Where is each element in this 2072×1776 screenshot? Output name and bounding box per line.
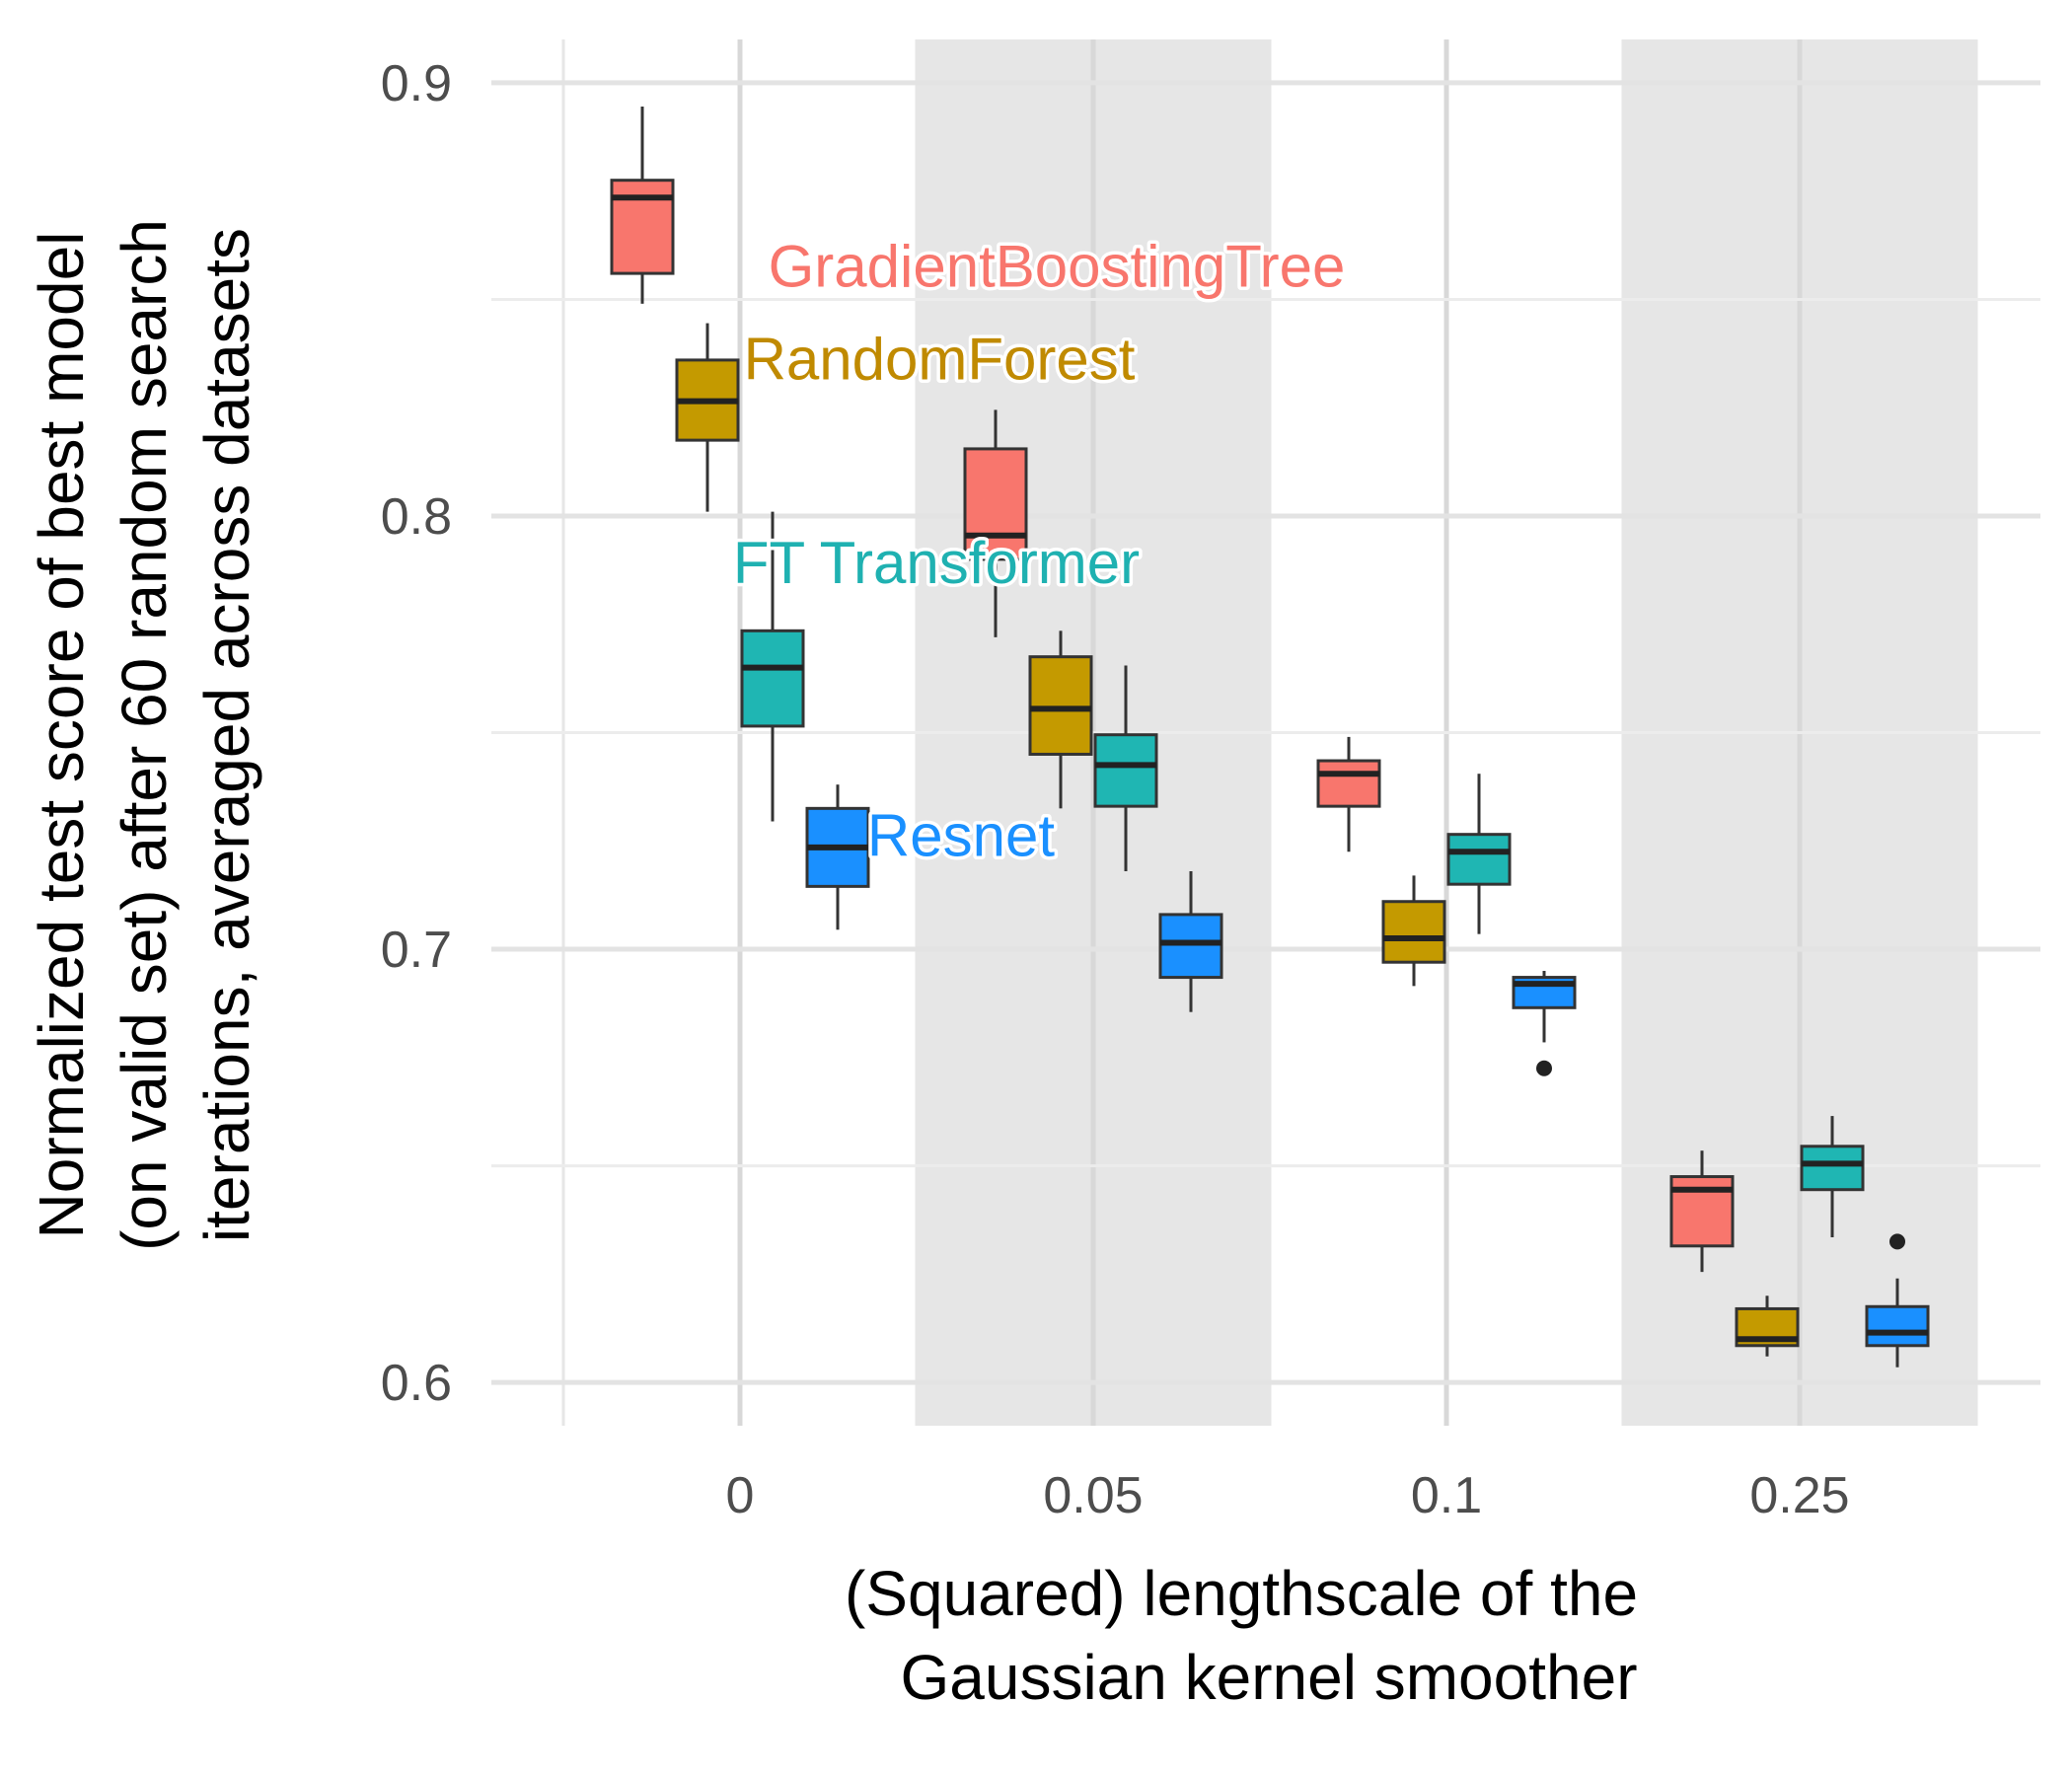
x-axis-title-line-2: Gaussian kernel smoother [900, 1642, 1637, 1713]
y-tick-label-3: 0.9 [381, 55, 452, 112]
x-axis-title-line-1: (Squared) lengthscale of the [845, 1558, 1638, 1629]
y-axis-title-line-2: (on valid set) after 60 random search [109, 219, 180, 1251]
boxplots [610, 107, 1930, 1368]
y-axis-title-line-3: iterations, averaged across datasets [191, 228, 262, 1242]
box-body [1316, 759, 1381, 808]
box-body [1446, 833, 1512, 886]
box-body [1028, 655, 1093, 756]
box-body [610, 179, 675, 275]
box-body [1865, 1304, 1930, 1348]
outlier-point-0 [1889, 1233, 1905, 1250]
x-tick-label-3: 0.25 [1749, 1467, 1849, 1524]
series-label-gradientboostingtree: GradientBoostingTree [769, 233, 1346, 299]
series-label-resnet: Resnet [867, 803, 1055, 869]
series-label-ft-transformer: FT Transformer [733, 530, 1140, 596]
box-body [1093, 733, 1158, 808]
box-gradientboostingtree-0.05 [963, 409, 1028, 637]
x-tick-label-0: 0 [726, 1467, 755, 1524]
box-randomforest-0.1 [1381, 875, 1446, 987]
x-tick-labels: 0 0.05 0.1 0.25 [726, 1467, 1850, 1524]
box-body [1800, 1145, 1865, 1192]
gridlines [491, 39, 2040, 1426]
y-tick-labels: 0.6 0.7 0.8 0.9 [381, 55, 452, 1412]
x-tick-label-2: 0.1 [1411, 1467, 1482, 1524]
box-body [1158, 913, 1223, 980]
box-resnet-0.1 [1512, 970, 1577, 1076]
series-labels: GradientBoostingTree RandomForest FT Trans… [729, 230, 1349, 872]
box-ft-transformer-0 [740, 511, 805, 822]
box-ft-transformer-0.05 [1093, 665, 1158, 871]
x-tick-label-1: 0.05 [1043, 1467, 1143, 1524]
box-ft-transformer-0.1 [1446, 774, 1512, 934]
box-body [740, 629, 805, 728]
series-label-randomforest: RandomForest [744, 327, 1136, 393]
y-tick-label-1: 0.7 [381, 922, 452, 979]
box-body [1381, 900, 1446, 964]
box-gradientboostingtree-0.1 [1316, 736, 1381, 852]
box-resnet-0.05 [1158, 871, 1223, 1012]
box-randomforest-0.05 [1028, 630, 1093, 809]
box-gradientboostingtree-0.25 [1669, 1150, 1735, 1273]
box-randomforest-0 [675, 323, 740, 512]
y-tick-label-0: 0.6 [381, 1355, 452, 1412]
outlier-point-0 [1536, 1060, 1552, 1076]
y-axis-title-line-1: Normalized test score of best model [26, 232, 97, 1239]
box-randomforest-0.25 [1735, 1295, 1800, 1357]
box-resnet-0.25 [1865, 1233, 1930, 1368]
box-gradientboostingtree-0 [610, 107, 675, 304]
y-tick-label-2: 0.8 [381, 488, 452, 546]
box-ft-transformer-0.25 [1800, 1116, 1865, 1238]
box-resnet-0 [805, 784, 870, 930]
box-body [963, 447, 1028, 561]
